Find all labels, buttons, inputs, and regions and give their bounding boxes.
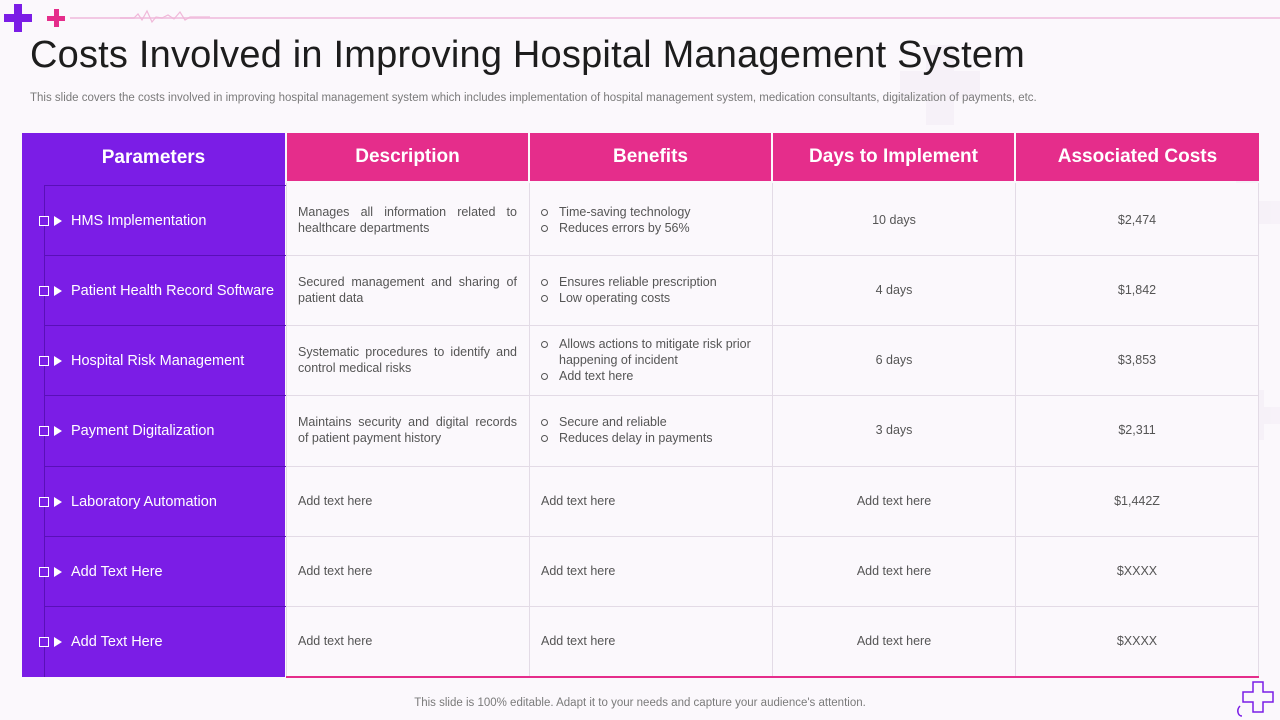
medical-cross-icon (1237, 681, 1274, 717)
parameter-row: Add Text Here (39, 606, 286, 676)
column-divider (1258, 183, 1259, 677)
days-cell: 10 days (872, 213, 916, 227)
header-benefits: Benefits (530, 133, 771, 181)
cost-cell: $3,853 (1117, 353, 1157, 367)
description-cell: Secured management and sharing of patien… (298, 275, 517, 305)
benefits-list: Ensures reliable prescription Low operat… (530, 274, 725, 306)
page-subtitle: This slide covers the costs involved in … (30, 92, 1037, 104)
benefits-cell: Secure and reliable Reduces delay in pay… (530, 395, 772, 465)
benefits-cell: Add text here (541, 634, 616, 648)
row-divider (286, 606, 1259, 607)
heartbeat-line-icon (120, 9, 210, 24)
parameter-label: Payment Digitalization (71, 422, 215, 439)
parameters-column: Parameters HMS Implementation Patient He… (22, 133, 286, 677)
header-associated-costs: Associated Costs (1016, 133, 1259, 181)
days-cell: 3 days (875, 423, 913, 437)
description-cell: Add text here (298, 634, 373, 648)
parameter-row: Hospital Risk Management (39, 325, 286, 395)
benefits-list: Allows actions to mitigate risk prior ha… (530, 336, 772, 384)
row-divider (286, 325, 1259, 326)
play-arrow-icon (54, 355, 62, 366)
benefits-list: Time-saving technology Reduces errors by… (530, 204, 699, 236)
play-arrow-icon (54, 215, 62, 226)
description-cell: Add text here (298, 564, 373, 578)
play-arrow-icon (54, 566, 62, 577)
checkbox-icon (39, 636, 49, 647)
cost-cell: $XXXX (1116, 564, 1158, 578)
list-item: Low operating costs (541, 290, 717, 306)
footer-note: This slide is 100% editable. Adapt it to… (414, 697, 866, 709)
parameter-label: Hospital Risk Management (71, 352, 245, 369)
list-item: Allows actions to mitigate risk prior ha… (541, 336, 764, 368)
header-description: Description (287, 133, 528, 181)
play-arrow-icon (54, 425, 62, 436)
parameter-label: HMS Implementation (71, 212, 207, 229)
days-cell: Add text here (856, 564, 932, 578)
days-cell: 4 days (875, 283, 913, 297)
checkbox-icon (39, 215, 49, 226)
checkbox-icon (39, 566, 49, 577)
description-cell: Maintains security and digital records o… (298, 415, 517, 445)
days-cell: Add text here (856, 494, 932, 508)
cost-cell: $XXXX (1116, 634, 1158, 648)
parameter-label: Patient Health Record Software (71, 282, 275, 299)
row-divider (286, 395, 1259, 396)
column-divider (286, 183, 287, 677)
days-cell: Add text here (856, 634, 932, 648)
header-parameters: Parameters (101, 147, 206, 168)
description-cell: Systematic procedures to identify and co… (298, 345, 517, 375)
header-divider (70, 17, 1280, 19)
cost-table: Parameters HMS Implementation Patient He… (22, 133, 1259, 678)
list-item: Reduces delay in payments (541, 430, 713, 446)
parameter-label: Add Text Here (71, 633, 163, 650)
header-decoration (0, 0, 1280, 36)
parameter-label: Add Text Here (71, 563, 163, 580)
parameter-row: Payment Digitalization (39, 395, 286, 465)
row-divider (286, 466, 1259, 467)
header-days-to-implement: Days to Implement (773, 133, 1014, 181)
benefits-list: Secure and reliable Reduces delay in pay… (530, 414, 721, 446)
benefits-cell: Add text here (541, 494, 616, 508)
table-bottom-border (286, 676, 1259, 678)
checkbox-icon (39, 355, 49, 366)
plus-icon (4, 4, 32, 32)
cost-cell: $1,442Z (1114, 494, 1160, 508)
list-item: Reduces errors by 56% (541, 220, 691, 236)
days-cell: 6 days (875, 353, 913, 367)
benefits-cell: Time-saving technology Reduces errors by… (530, 185, 772, 255)
benefits-cell: Add text here (541, 564, 616, 578)
parameters-list: HMS Implementation Patient Health Record… (39, 185, 286, 677)
column-divider (529, 183, 530, 677)
checkbox-icon (39, 425, 49, 436)
description-cell: Add text here (298, 494, 373, 508)
description-cell: Manages all information related to healt… (298, 205, 517, 235)
parameter-row: HMS Implementation (39, 185, 286, 255)
cost-cell: $2,474 (1117, 213, 1157, 227)
play-arrow-icon (54, 636, 62, 647)
cost-cell: $1,842 (1117, 283, 1157, 297)
parameter-row: Add Text Here (39, 536, 286, 606)
page-title: Costs Involved in Improving Hospital Man… (30, 34, 1026, 76)
checkbox-icon (39, 496, 49, 507)
parameter-row: Laboratory Automation (39, 466, 286, 536)
row-divider (286, 255, 1259, 256)
benefits-cell: Ensures reliable prescription Low operat… (530, 255, 772, 325)
medical-cross-icon (900, 45, 980, 125)
play-arrow-icon (54, 285, 62, 296)
column-divider (1015, 183, 1016, 677)
parameter-row: Patient Health Record Software (39, 255, 286, 325)
cost-cell: $2,311 (1118, 423, 1156, 437)
benefits-cell: Allows actions to mitigate risk prior ha… (530, 325, 772, 395)
parameter-label: Laboratory Automation (71, 493, 217, 510)
column-divider (772, 183, 773, 677)
row-divider (286, 536, 1259, 537)
play-arrow-icon (54, 496, 62, 507)
list-item: Time-saving technology (541, 204, 691, 220)
checkbox-icon (39, 285, 49, 296)
list-item: Secure and reliable (541, 414, 713, 430)
list-item: Ensures reliable prescription (541, 274, 717, 290)
plus-icon (47, 9, 65, 27)
list-item: Add text here (541, 368, 764, 384)
